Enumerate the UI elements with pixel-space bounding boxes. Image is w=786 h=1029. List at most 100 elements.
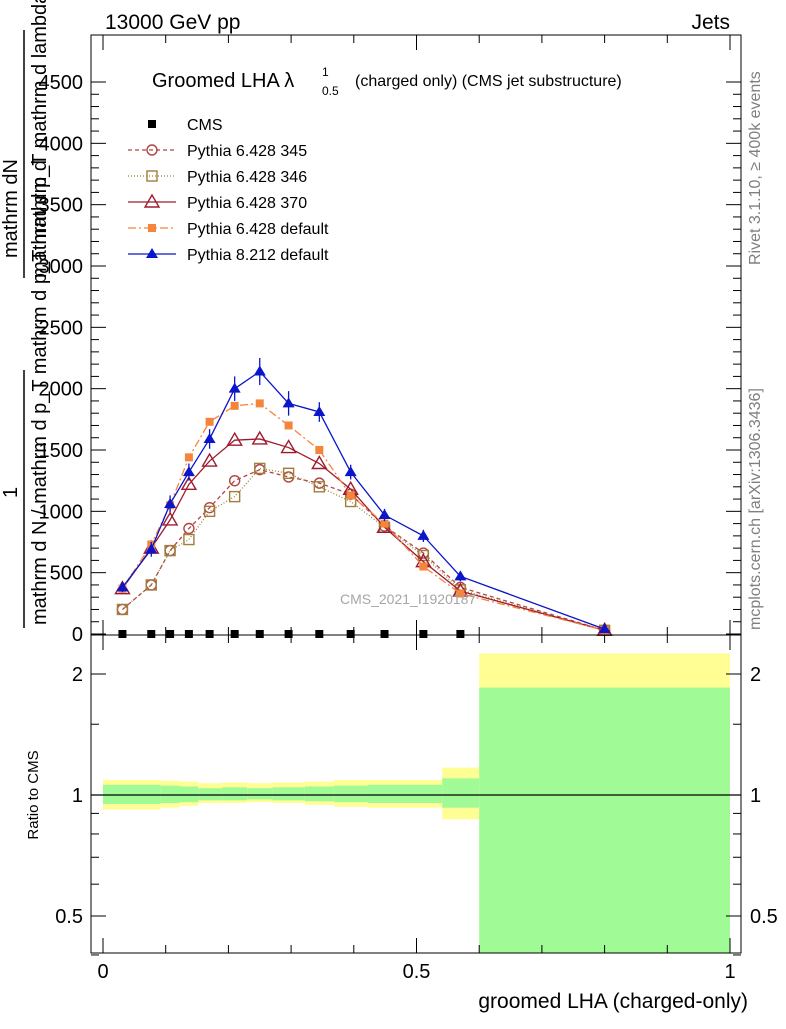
data-point — [255, 630, 264, 638]
data-point — [346, 630, 355, 638]
legend-item: Pythia 8.212 default — [128, 247, 329, 264]
xlabel: groomed LHA (charged-only) — [478, 990, 748, 1013]
legend-label: Pythia 8.212 default — [187, 247, 329, 264]
main-plot-title: Groomed LHA λ 1 0.5 (charged only) (CMS … — [152, 65, 622, 98]
title-main: Groomed LHA λ — [152, 70, 294, 92]
legend-label: CMS — [187, 117, 223, 134]
ratio-axes: 0.5 0.5 1 1 2 2 0 0.5 1 — [55, 635, 778, 983]
ylabel-one: 1 — [0, 487, 22, 498]
series-0 — [118, 630, 465, 638]
ratio-band-green — [160, 785, 180, 804]
ratio-band-green — [333, 785, 368, 803]
data-point — [282, 471, 295, 483]
data-point — [146, 248, 158, 258]
main-series — [114, 358, 613, 638]
data-point — [419, 562, 428, 571]
main-ylabel: mathrm dN mathrm d p_T mathrm d lambda 1… — [0, 0, 51, 628]
title-subscript: 0.5 — [322, 84, 339, 98]
data-point — [164, 497, 177, 508]
data-point — [284, 630, 293, 638]
data-point — [228, 382, 241, 393]
series-line — [121, 438, 605, 631]
data-point — [315, 630, 324, 638]
data-point — [253, 365, 266, 376]
ratio-ylabel: Ratio to CMS — [25, 750, 42, 839]
main-ytick-label: 3000 — [39, 256, 84, 278]
ylabel-denominator: mathrm d N / mathrm d p_T mathrm d p_T m… — [29, 160, 51, 625]
main-ytick-label: 1000 — [39, 501, 84, 523]
main-ytick-label: 500 — [50, 563, 83, 585]
header-process-label: Jets — [691, 11, 730, 34]
data-point — [282, 467, 295, 480]
ratio-ytick-label-right: 0.5 — [750, 906, 778, 928]
main-ytick-label: 2000 — [39, 379, 84, 401]
data-point — [148, 120, 156, 128]
series-1 — [116, 463, 611, 637]
main-axes: 0 500 1000 1500 2000 2500 3000 3500 4000 4500 — [39, 35, 741, 646]
rivet-version-label: Rivet 3.1.10, ≥ 400k events — [747, 71, 764, 265]
series-5 — [116, 358, 611, 634]
data-point — [205, 630, 214, 638]
mcplots-reference-label: mcplots.cern.ch [arXiv:1306.3436] — [747, 388, 764, 630]
legend-label: Pythia 6.428 370 — [187, 195, 307, 212]
data-point — [146, 144, 158, 156]
main-ytick-label: 4000 — [39, 133, 84, 155]
ratio-ytick-label: 1 — [72, 785, 83, 807]
data-point — [456, 589, 465, 598]
ratio-band-green — [222, 787, 248, 801]
data-point — [146, 170, 158, 182]
legend-item: Pythia 6.428 370 — [128, 193, 307, 212]
data-point — [145, 579, 157, 591]
ratio-band-green — [247, 788, 273, 800]
main-ytick-label: 4500 — [39, 72, 84, 94]
data-point — [116, 603, 129, 616]
data-point — [230, 401, 239, 410]
data-point — [166, 630, 175, 638]
data-point — [313, 405, 326, 416]
data-point — [344, 466, 357, 477]
data-point — [228, 490, 241, 503]
data-point — [184, 453, 193, 462]
ylabel-numerator: mathrm dN — [0, 159, 22, 258]
data-point — [251, 430, 268, 445]
series-line — [122, 468, 605, 631]
data-point — [116, 581, 129, 592]
series-line — [121, 402, 605, 631]
ratio-band-green — [179, 786, 199, 803]
data-point — [284, 421, 293, 430]
legend-item: Pythia 6.428 default — [128, 221, 329, 238]
data-point — [280, 439, 297, 454]
ratio-band-green — [304, 786, 334, 802]
ratio-ytick-label-right: 1 — [750, 785, 761, 807]
legend-label: Pythia 6.428 346 — [187, 169, 307, 186]
data-point — [598, 623, 611, 634]
data-point — [203, 505, 216, 518]
ylabel-overline-text: mathrm d p_T mathrm d lambda — [29, 0, 51, 278]
title-superscript: 1 — [322, 65, 329, 79]
data-point — [380, 519, 389, 528]
data-point — [419, 630, 428, 638]
data-point — [315, 446, 324, 454]
data-point — [226, 431, 243, 446]
ratio-band-green — [442, 778, 480, 808]
data-point — [255, 399, 264, 408]
data-point — [183, 522, 195, 535]
data-point — [118, 630, 127, 638]
main-ytick-label: 2500 — [39, 317, 84, 339]
series-line — [121, 370, 605, 630]
data-point — [313, 481, 326, 493]
header-energy-label: 13000 GeV pp — [105, 11, 240, 34]
data-point — [454, 570, 467, 581]
data-point — [161, 511, 179, 526]
data-point — [378, 509, 391, 520]
ratio-ytick-label: 2 — [72, 664, 83, 686]
legend-item: Pythia 6.428 346 — [128, 169, 307, 186]
legend-label: Pythia 6.428 default — [187, 221, 329, 238]
analysis-watermark: CMS_2021_I1920187 — [340, 591, 476, 607]
ratio-band-green — [198, 788, 223, 801]
main-ytick-label: 1500 — [39, 440, 84, 462]
ratio-bands — [103, 653, 730, 953]
data-point — [417, 549, 430, 562]
data-point — [254, 462, 266, 475]
ratio-ytick-label-right: 2 — [750, 664, 761, 686]
